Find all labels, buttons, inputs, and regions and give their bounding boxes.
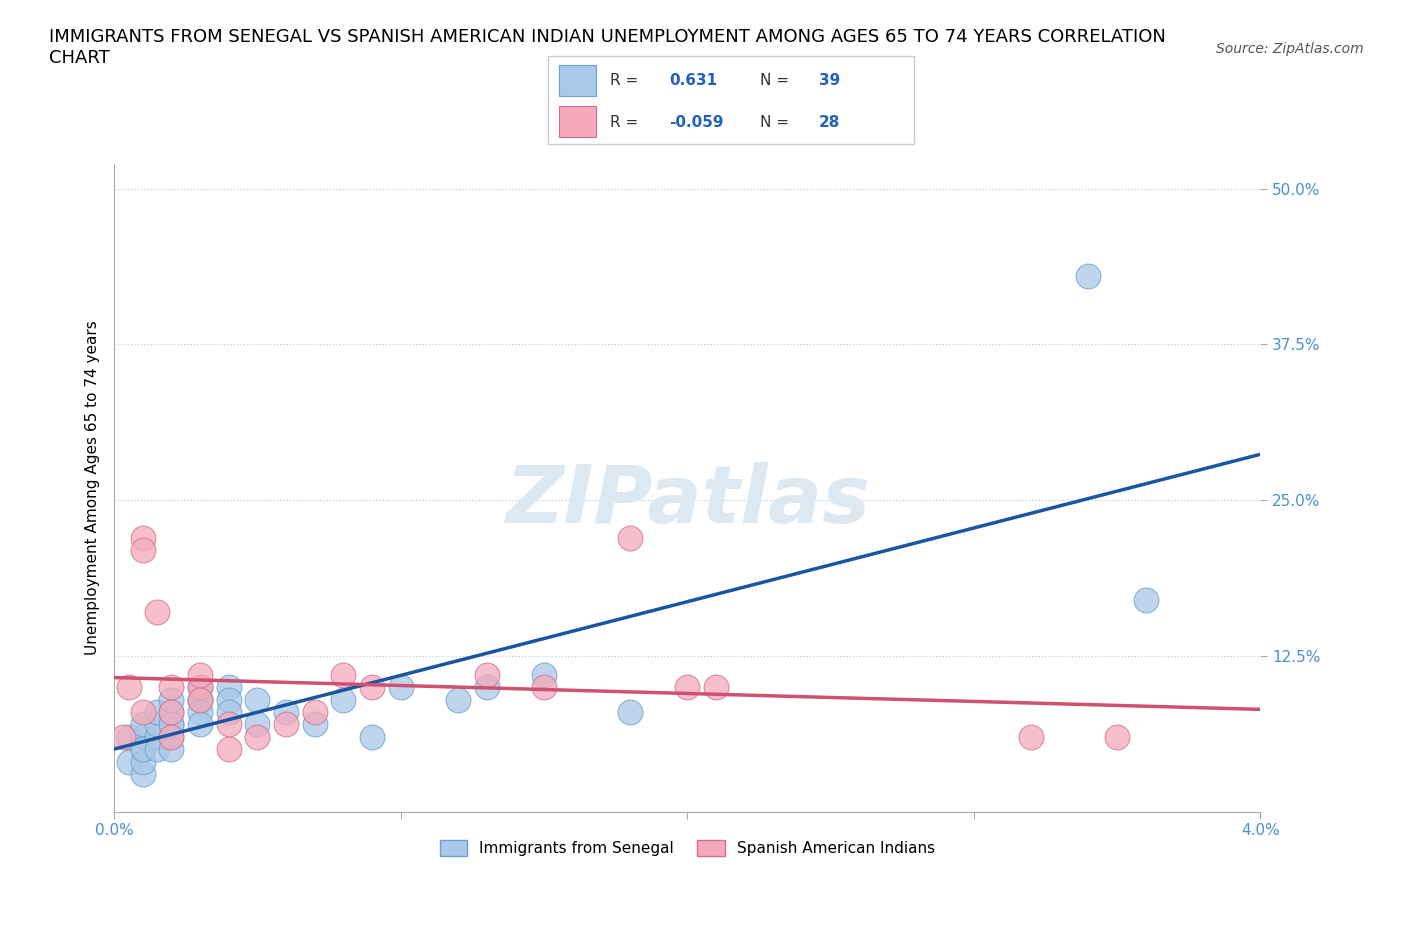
Point [619,530,641,545]
Text: R =: R = [610,114,644,129]
Point [533,680,555,695]
Point [188,705,211,720]
Point [533,667,555,682]
Point [332,692,354,707]
Point [188,717,211,732]
Point [188,692,211,707]
Point [146,729,169,744]
Point [132,742,155,757]
Point [188,692,211,707]
Point [117,680,139,695]
Point [160,692,183,707]
Point [132,705,155,720]
Point [132,742,155,757]
Point [188,667,211,682]
Point [132,729,155,744]
Point [475,667,498,682]
Point [188,692,211,707]
Point [132,530,155,545]
Point [447,692,470,707]
Text: 28: 28 [818,114,841,129]
Point [132,717,155,732]
Text: IMMIGRANTS FROM SENEGAL VS SPANISH AMERICAN INDIAN UNEMPLOYMENT AMONG AGES 65 TO: IMMIGRANTS FROM SENEGAL VS SPANISH AMERI… [49,28,1166,67]
Text: -0.059: -0.059 [669,114,724,129]
FancyBboxPatch shape [560,106,596,137]
Point [146,604,169,619]
Point [274,705,297,720]
Point [160,717,183,732]
Point [218,742,240,757]
Point [218,717,240,732]
Point [188,680,211,695]
Point [1107,729,1129,744]
Point [304,717,326,732]
Point [246,729,269,744]
Point [160,705,183,720]
Point [160,729,183,744]
FancyBboxPatch shape [548,56,914,144]
Text: N =: N = [761,73,794,88]
Point [246,717,269,732]
Legend: Immigrants from Senegal, Spanish American Indians: Immigrants from Senegal, Spanish America… [433,834,941,862]
Text: 0.631: 0.631 [669,73,717,88]
Point [132,542,155,557]
Point [218,692,240,707]
Text: 39: 39 [818,73,841,88]
Point [132,767,155,782]
Y-axis label: Unemployment Among Ages 65 to 74 years: Unemployment Among Ages 65 to 74 years [86,320,100,655]
Point [389,680,412,695]
Point [274,717,297,732]
Point [676,680,699,695]
Point [111,729,134,744]
Point [1019,729,1042,744]
Point [475,680,498,695]
Point [704,680,727,695]
Point [361,680,384,695]
Point [1077,269,1099,284]
Point [146,742,169,757]
Point [146,717,169,732]
Text: ZIPatlas: ZIPatlas [505,461,870,539]
Point [132,754,155,769]
Text: R =: R = [610,73,644,88]
Point [117,754,139,769]
Point [146,705,169,720]
Point [246,692,269,707]
Point [160,680,183,695]
Point [160,742,183,757]
Point [619,705,641,720]
Point [160,705,183,720]
FancyBboxPatch shape [560,65,596,96]
Point [188,680,211,695]
Point [218,680,240,695]
Point [117,729,139,744]
Point [332,667,354,682]
Text: N =: N = [761,114,794,129]
Point [160,717,183,732]
Point [1135,592,1157,607]
Point [160,729,183,744]
Point [361,729,384,744]
Point [218,705,240,720]
Point [304,705,326,720]
Text: Source: ZipAtlas.com: Source: ZipAtlas.com [1216,42,1364,56]
